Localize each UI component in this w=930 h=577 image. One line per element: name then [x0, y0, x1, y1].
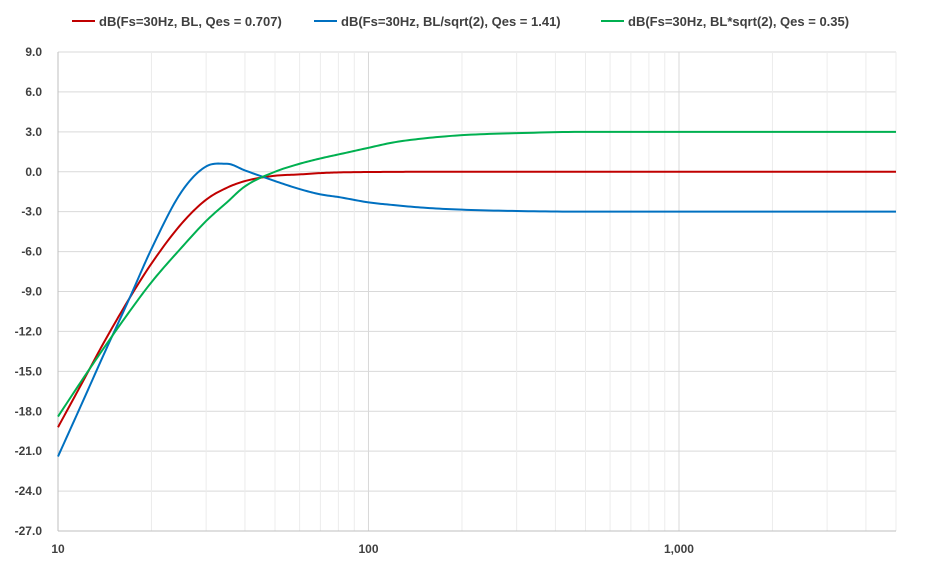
y-tick-label: 3.0: [25, 125, 42, 139]
y-tick-label: -18.0: [15, 404, 43, 418]
y-tick-label: 0.0: [25, 165, 42, 179]
y-tick-label: 9.0: [25, 45, 42, 59]
x-tick-label: 1,000: [664, 542, 694, 556]
y-tick-label: -27.0: [15, 524, 43, 538]
x-tick-label: 100: [358, 542, 378, 556]
y-tick-label: -9.0: [21, 285, 42, 299]
x-tick-label: 10: [51, 542, 65, 556]
legend-label: dB(Fs=30Hz, BL, Qes = 0.707): [99, 14, 282, 29]
series-lines: [57, 130, 896, 457]
y-tick-label: 6.0: [25, 85, 42, 99]
y-tick-label: -12.0: [15, 324, 43, 338]
y-tick-label: -21.0: [15, 444, 43, 458]
axes: 9.0 6.0 3.0 0.0 -3.0 -6.0 -9.0 -12.0 -15.0 -18.0 -…: [15, 45, 896, 556]
legend: dB(Fs=30Hz, BL, Qes = 0.707) dB(Fs=30Hz, …: [72, 14, 849, 29]
y-tick-label: -24.0: [15, 484, 43, 498]
legend-item-1: dB(Fs=30Hz, BL, Qes = 0.707): [72, 14, 282, 29]
legend-item-3: dB(Fs=30Hz, BL*sqrt(2), Qes = 0.35): [601, 14, 849, 29]
legend-label: dB(Fs=30Hz, BL/sqrt(2), Qes = 1.41): [341, 14, 561, 29]
y-tick-label: -3.0: [21, 205, 42, 219]
y-tick-label: -6.0: [21, 245, 42, 259]
y-tick-label: -15.0: [15, 364, 43, 378]
series-line-3: [57, 130, 896, 418]
legend-item-2: dB(Fs=30Hz, BL/sqrt(2), Qes = 1.41): [314, 14, 561, 29]
legend-label: dB(Fs=30Hz, BL*sqrt(2), Qes = 0.35): [628, 14, 849, 29]
series-line-1: [57, 170, 896, 428]
series-line-2: [57, 162, 896, 457]
